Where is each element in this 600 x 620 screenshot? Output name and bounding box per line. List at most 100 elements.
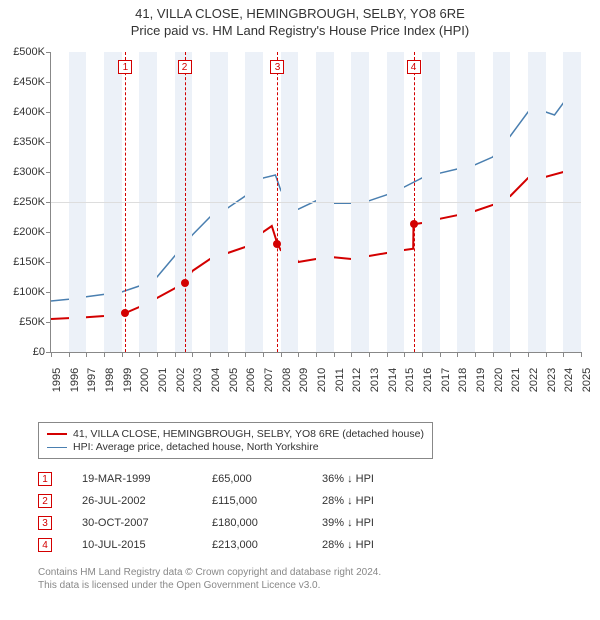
xtick — [563, 352, 564, 357]
event-row-date: 30-OCT-2007 — [82, 517, 212, 529]
event-row-3: 330-OCT-2007£180,00039% ↓ HPI — [38, 512, 432, 534]
legend-item-hpi: HPI: Average price, detached house, Nort… — [47, 441, 424, 453]
xtick-label: 2012 — [351, 368, 363, 392]
xtick-label: 2000 — [139, 368, 151, 392]
event-dot-3 — [273, 240, 281, 248]
xtick — [334, 352, 335, 357]
xtick-label: 2011 — [334, 368, 346, 392]
event-row-price: £115,000 — [212, 495, 322, 507]
xtick-label: 2008 — [281, 368, 293, 392]
ytick — [46, 52, 51, 53]
xtick-label: 2022 — [528, 368, 540, 392]
ytick-label: £250K — [5, 196, 45, 208]
event-marker-1: 1 — [118, 60, 132, 74]
ytick — [46, 172, 51, 173]
xtick — [493, 352, 494, 357]
xtick — [69, 352, 70, 357]
event-row-price: £65,000 — [212, 473, 322, 485]
ytick-label: £100K — [5, 286, 45, 298]
xtick — [369, 352, 370, 357]
xtick — [157, 352, 158, 357]
xtick-label: 2013 — [369, 368, 381, 392]
event-row-date: 10-JUL-2015 — [82, 539, 212, 551]
event-dot-4 — [410, 220, 418, 228]
legend-label-property: 41, VILLA CLOSE, HEMINGBROUGH, SELBY, YO… — [73, 428, 424, 440]
ytick-label: £350K — [5, 136, 45, 148]
xtick — [192, 352, 193, 357]
xtick-label: 2015 — [404, 368, 416, 392]
event-marker-2: 2 — [178, 60, 192, 74]
xtick-label: 2018 — [457, 368, 469, 392]
event-row-date: 19-MAR-1999 — [82, 473, 212, 485]
event-row-4: 4 10-JUL-2015£213,00028% ↓ HPI — [38, 534, 432, 556]
ytick — [46, 202, 51, 203]
event-row-delta: 36% ↓ HPI — [322, 473, 432, 485]
xtick — [104, 352, 105, 357]
event-row-marker: 3 — [38, 516, 52, 530]
event-row-1: 119-MAR-1999£65,00036% ↓ HPI — [38, 468, 432, 490]
ytick-label: £450K — [5, 76, 45, 88]
xtick — [404, 352, 405, 357]
xtick-label: 1996 — [69, 368, 81, 392]
xtick — [387, 352, 388, 357]
xtick-label: 2021 — [510, 368, 522, 392]
xtick-label: 2024 — [563, 368, 575, 392]
xtick — [510, 352, 511, 357]
xtick — [122, 352, 123, 357]
event-line-1 — [125, 52, 126, 352]
event-marker-4: 4 — [407, 60, 421, 74]
xtick — [51, 352, 52, 357]
gridline-250k — [51, 202, 581, 203]
footer-line2: This data is licensed under the Open Gov… — [38, 579, 381, 592]
xtick — [475, 352, 476, 357]
chart-container: 41, VILLA CLOSE, HEMINGBROUGH, SELBY, YO… — [0, 0, 600, 620]
title-block: 41, VILLA CLOSE, HEMINGBROUGH, SELBY, YO… — [0, 0, 600, 38]
xtick-label: 2025 — [581, 368, 593, 392]
xtick — [351, 352, 352, 357]
ytick — [46, 232, 51, 233]
ytick-label: £50K — [5, 316, 45, 328]
xtick — [298, 352, 299, 357]
event-line-3 — [277, 52, 278, 352]
xtick-label: 2009 — [298, 368, 310, 392]
xtick-label: 2005 — [228, 368, 240, 392]
event-row-price: £213,000 — [212, 539, 322, 551]
chart-area: £0£50K£100K£150K£200K£250K£300K£350K£400… — [0, 42, 600, 412]
event-line-4 — [414, 52, 415, 352]
xtick — [440, 352, 441, 357]
event-row-delta: 28% ↓ HPI — [322, 539, 432, 551]
xtick — [316, 352, 317, 357]
ytick-label: £150K — [5, 256, 45, 268]
ytick-label: £0 — [5, 346, 45, 358]
ytick — [46, 82, 51, 83]
xtick-label: 2003 — [192, 368, 204, 392]
event-row-price: £180,000 — [212, 517, 322, 529]
xtick-label: 2010 — [316, 368, 328, 392]
ytick — [46, 142, 51, 143]
event-row-date: 26-JUL-2002 — [82, 495, 212, 507]
xtick-label: 2007 — [263, 368, 275, 392]
ytick-label: £200K — [5, 226, 45, 238]
xtick-label: 2016 — [422, 368, 434, 392]
footer-line1: Contains HM Land Registry data © Crown c… — [38, 566, 381, 579]
xtick-label: 1998 — [104, 368, 116, 392]
xtick-label: 1999 — [122, 368, 134, 392]
ytick — [46, 292, 51, 293]
xtick — [86, 352, 87, 357]
ytick — [46, 112, 51, 113]
xtick-label: 2004 — [210, 368, 222, 392]
legend-swatch-hpi — [47, 447, 67, 448]
legend: 41, VILLA CLOSE, HEMINGBROUGH, SELBY, YO… — [38, 422, 433, 459]
ytick-label: £400K — [5, 106, 45, 118]
xtick-label: 2014 — [387, 368, 399, 392]
xtick-label: 2019 — [475, 368, 487, 392]
xtick-label: 2023 — [546, 368, 558, 392]
event-row-2: 226-JUL-2002£115,00028% ↓ HPI — [38, 490, 432, 512]
legend-swatch-property — [47, 433, 67, 435]
xtick-label: 2002 — [175, 368, 187, 392]
xtick-label: 2006 — [245, 368, 257, 392]
event-row-marker: 4 — [38, 538, 52, 552]
xtick — [281, 352, 282, 357]
title-line1: 41, VILLA CLOSE, HEMINGBROUGH, SELBY, YO… — [0, 6, 600, 21]
event-marker-3: 3 — [270, 60, 284, 74]
